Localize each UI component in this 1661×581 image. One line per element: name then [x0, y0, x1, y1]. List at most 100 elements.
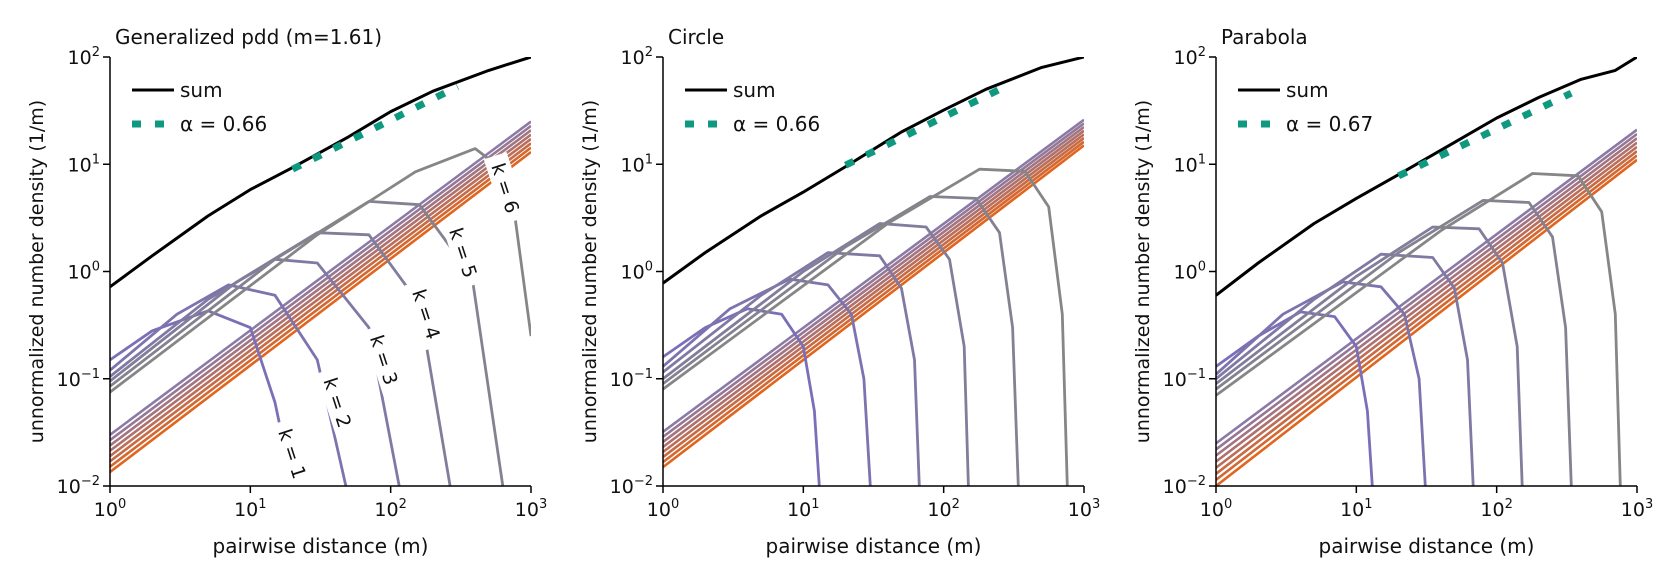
band-line-6 — [1216, 150, 1637, 475]
y-tick-label: 10−2 — [610, 474, 653, 498]
k-curve-1 — [663, 307, 821, 486]
k-curve-5 — [1216, 199, 1573, 486]
sum-line — [1216, 57, 1637, 297]
legend: sum α = 0.66 — [685, 78, 820, 136]
band-line-6 — [663, 137, 1084, 459]
k-curve-1 — [110, 309, 294, 486]
y-axis-label: unnormalized number density (1/m) — [579, 100, 601, 443]
band-line-8 — [663, 144, 1084, 469]
k-curve-2 — [663, 277, 872, 486]
k-curve-2 — [1216, 280, 1427, 486]
k-curve-5 — [110, 200, 505, 486]
band-line-3 — [663, 126, 1084, 443]
y-tick-label: 101 — [621, 152, 653, 176]
chart-title: Generalized pdd (m=1.61) — [115, 25, 382, 49]
band-line-1 — [1216, 128, 1637, 445]
x-axis-label: pairwise distance (m) — [1319, 534, 1535, 558]
x-tick-label: 103 — [515, 497, 547, 521]
y-tick-label: 100 — [68, 260, 100, 284]
legend-fit-label: α = 0.66 — [180, 112, 267, 136]
band-line-2 — [663, 122, 1084, 438]
k-curve-4 — [1216, 225, 1524, 486]
x-tick-label: 101 — [787, 497, 819, 521]
x-tick-label: 102 — [927, 497, 959, 521]
k-curve-5 — [663, 195, 1020, 486]
chart-title: Circle — [668, 25, 724, 49]
x-tick-label: 101 — [234, 497, 266, 521]
legend-sum-label: sum — [1286, 78, 1329, 102]
band-line-5 — [663, 133, 1084, 454]
x-tick-label: 102 — [1480, 497, 1512, 521]
k-label-bg-3 — [362, 323, 407, 396]
legend-fit-label: α = 0.66 — [733, 112, 820, 136]
y-tick-label: 10−2 — [57, 474, 100, 498]
x-tick-label: 102 — [374, 497, 406, 521]
k-label-bg-2 — [315, 366, 360, 439]
y-axis-label: unnormalized number density (1/m) — [1132, 100, 1154, 443]
plot-area — [663, 57, 1084, 486]
x-tick-label: 100 — [647, 497, 679, 521]
y-tick-label: 102 — [1174, 45, 1206, 69]
x-tick-label: 101 — [1340, 497, 1372, 521]
y-tick-label: 101 — [68, 152, 100, 176]
band-line-1 — [110, 120, 531, 436]
legend-sum-label: sum — [180, 78, 223, 102]
chart-panel-3: 100 101 102 103 10−2 10−1 100 101 102 Parabola pai… — [1132, 25, 1653, 558]
k-curve-3 — [110, 257, 401, 486]
band-line-3 — [110, 129, 531, 447]
k-label-bg-4 — [404, 278, 449, 351]
band-line-7 — [663, 140, 1084, 464]
band-line-2 — [110, 124, 531, 442]
k-label-bg-5 — [441, 216, 486, 289]
band-line-3 — [1216, 137, 1637, 457]
k-curve-3 — [663, 251, 921, 486]
y-tick-label: 10−2 — [1163, 474, 1206, 498]
band-line-1 — [663, 118, 1084, 433]
x-axis-label: pairwise distance (m) — [766, 534, 982, 558]
band-line-7 — [1216, 154, 1637, 481]
fit-line — [291, 83, 460, 173]
k-curve-6 — [1216, 172, 1622, 486]
band-line-4 — [110, 133, 531, 452]
fit-line — [844, 80, 1013, 169]
y-tick-label: 102 — [68, 45, 100, 69]
band-line-8 — [1216, 158, 1637, 486]
legend: sum α = 0.67 — [1238, 78, 1373, 136]
band-line-4 — [663, 129, 1084, 448]
band-line-5 — [1216, 145, 1637, 469]
x-tick-label: 100 — [1200, 497, 1232, 521]
band-line-8 — [110, 150, 531, 474]
band-line-4 — [1216, 141, 1637, 463]
k-curve-6 — [663, 167, 1069, 486]
y-tick-label: 100 — [1174, 260, 1206, 284]
legend-fit-label: α = 0.67 — [1286, 112, 1373, 136]
x-tick-label: 103 — [1621, 497, 1653, 521]
x-axis-label: pairwise distance (m) — [213, 534, 429, 558]
legend: sum α = 0.66 — [132, 78, 267, 136]
band-line-5 — [110, 137, 531, 458]
k-curve-4 — [663, 222, 970, 486]
chart-panel-2: 100 101 102 103 10−2 10−1 100 101 102 Circle pairw… — [579, 25, 1100, 558]
legend-sum-label: sum — [733, 78, 776, 102]
band-line-6 — [110, 142, 531, 463]
y-tick-label: 10−1 — [1163, 367, 1206, 391]
y-tick-label: 101 — [1174, 152, 1206, 176]
y-tick-label: 100 — [621, 260, 653, 284]
chart-title: Parabola — [1221, 25, 1308, 49]
y-tick-label: 102 — [621, 45, 653, 69]
y-tick-label: 10−1 — [57, 367, 100, 391]
plot-area — [1216, 57, 1637, 486]
fit-line — [1397, 90, 1573, 179]
sum-line — [110, 57, 531, 289]
k-curve-3 — [1216, 252, 1475, 486]
sum-line — [663, 57, 1084, 285]
x-tick-label: 100 — [94, 497, 126, 521]
band-line-7 — [110, 146, 531, 468]
band-line-2 — [1216, 132, 1637, 451]
y-tick-label: 10−1 — [610, 367, 653, 391]
k-label-bg-6 — [483, 151, 528, 225]
k-label-bg-1 — [270, 417, 315, 490]
x-tick-label: 103 — [1068, 497, 1100, 521]
